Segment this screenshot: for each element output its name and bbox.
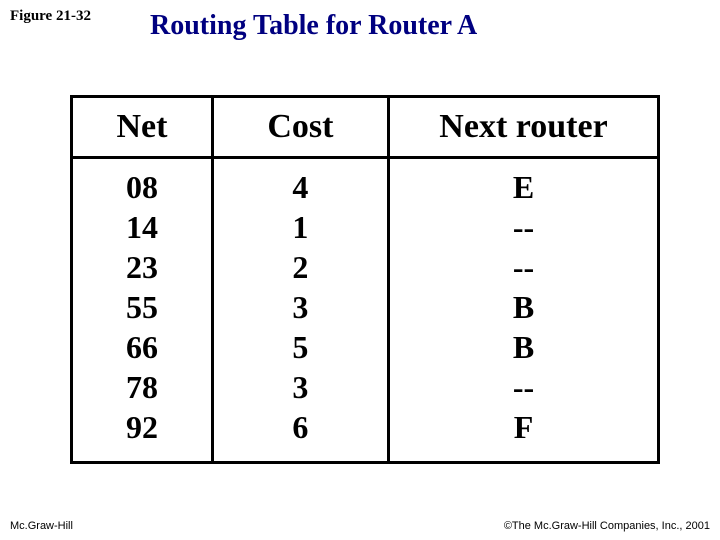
table-header-row: Net Cost Next router — [72, 97, 659, 158]
table-value: B — [398, 287, 649, 327]
page-title: Routing Table for Router A — [150, 10, 477, 42]
table-value: 78 — [81, 367, 203, 407]
header-net: Net — [72, 97, 213, 158]
table-value: 08 — [81, 167, 203, 207]
table-value: 2 — [222, 247, 379, 287]
table-value: -- — [398, 247, 649, 287]
table-value: 55 — [81, 287, 203, 327]
table-value: 3 — [222, 287, 379, 327]
routing-table: Net Cost Next router 08142355667892 4123… — [70, 95, 660, 464]
routing-table-container: Net Cost Next router 08142355667892 4123… — [70, 95, 660, 464]
table-value: 3 — [222, 367, 379, 407]
table-value: 92 — [81, 407, 203, 447]
table-body-row: 08142355667892 4123536 E----BB--F — [72, 158, 659, 463]
table-value: 6 — [222, 407, 379, 447]
cell-net: 08142355667892 — [72, 158, 213, 463]
table-value: 14 — [81, 207, 203, 247]
table-value: -- — [398, 367, 649, 407]
table-value: F — [398, 407, 649, 447]
table-value: E — [398, 167, 649, 207]
table-value: 1 — [222, 207, 379, 247]
table-value: 5 — [222, 327, 379, 367]
table-value: 66 — [81, 327, 203, 367]
cell-next: E----BB--F — [388, 158, 658, 463]
table-value: 4 — [222, 167, 379, 207]
footer-right: ©The Mc.Graw-Hill Companies, Inc., 2001 — [504, 520, 710, 532]
cell-cost: 4123536 — [212, 158, 388, 463]
header-cost: Cost — [212, 97, 388, 158]
footer-left: Mc.Graw-Hill — [10, 520, 73, 532]
table-value: -- — [398, 207, 649, 247]
table-value: B — [398, 327, 649, 367]
figure-label: Figure 21-32 — [10, 8, 91, 25]
header-next: Next router — [388, 97, 658, 158]
table-value: 23 — [81, 247, 203, 287]
